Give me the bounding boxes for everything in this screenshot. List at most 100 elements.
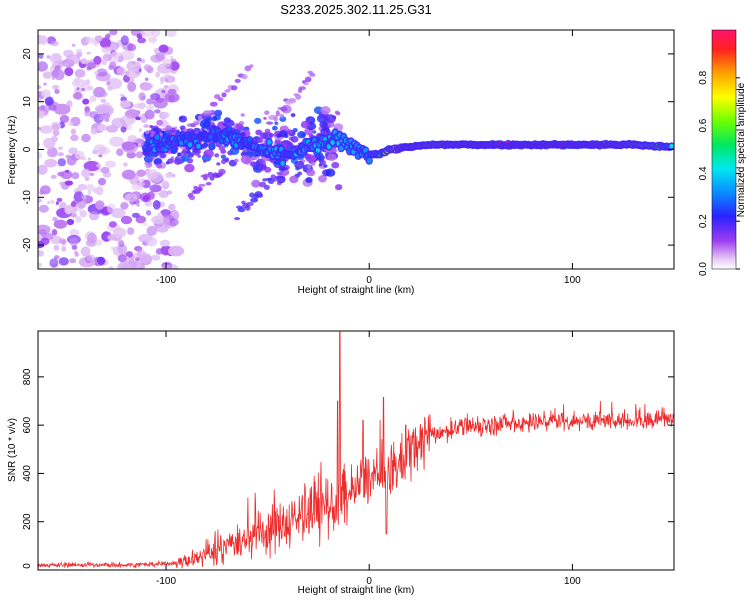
scatter-blob <box>240 113 245 117</box>
noise-blob <box>119 100 131 108</box>
noise-blob <box>127 62 132 66</box>
scatter-blob <box>236 129 242 134</box>
noise-blob <box>38 85 42 89</box>
streak-blob <box>189 195 196 201</box>
noise-blob <box>104 160 117 168</box>
noise-blob <box>65 154 71 159</box>
y-tick-label: 400 <box>22 465 33 482</box>
noise-blob <box>87 232 97 244</box>
noise-blob <box>84 110 92 117</box>
noise-blob <box>165 172 173 179</box>
streak-blob <box>280 106 288 112</box>
noise-blob <box>146 210 152 216</box>
noise-blob <box>158 190 169 199</box>
scatter-blob <box>335 111 341 116</box>
noise-blob <box>139 82 152 91</box>
scatter-blob <box>254 117 262 124</box>
noise-blob <box>106 33 111 38</box>
noise-blob <box>146 98 154 105</box>
scatter-blob <box>156 119 164 126</box>
scatter-blob <box>251 179 261 188</box>
y-tick-label: 10 <box>22 96 33 108</box>
noise-blob <box>124 193 138 203</box>
noise-blob <box>69 229 80 237</box>
noise-blob <box>68 147 78 155</box>
noise-blob <box>81 195 87 200</box>
noise-blob <box>117 254 127 262</box>
noise-blob <box>159 92 163 96</box>
y-tick-label: 20 <box>22 48 33 60</box>
scatter-blob <box>320 127 331 137</box>
x-tick-label: -100 <box>156 275 176 286</box>
noise-blob <box>151 215 165 225</box>
ridge-segment <box>280 160 285 166</box>
streak-blob <box>257 193 264 199</box>
noise-blob <box>144 77 149 82</box>
noise-blob <box>150 54 164 63</box>
noise-blob <box>148 36 157 43</box>
noise-blob <box>66 218 75 226</box>
scatter-blob <box>240 155 252 164</box>
scatter-blob <box>203 149 214 158</box>
noise-blob <box>131 61 136 65</box>
streak-blob <box>231 85 238 91</box>
noise-blob <box>49 53 62 64</box>
noise-blob <box>96 163 102 168</box>
noise-blob <box>44 96 54 107</box>
noise-blob <box>126 124 133 130</box>
figure-title: S233.2025.302.11.25.G31 <box>280 2 432 17</box>
noise-blob <box>118 240 125 248</box>
streak-blob <box>246 201 254 207</box>
snr-frame <box>37 330 675 571</box>
noise-blob <box>50 40 59 47</box>
scatter-blob <box>306 165 312 169</box>
noise-blob <box>70 128 77 135</box>
noise-blob <box>57 158 66 167</box>
noise-blob <box>38 53 44 59</box>
noise-blob <box>61 239 66 246</box>
scatter-blob <box>325 114 336 123</box>
snr-x-label: Height of straight line (km) <box>298 585 415 596</box>
noise-blob <box>75 216 82 223</box>
scatter-blob <box>258 163 267 171</box>
scatter-blob <box>202 159 207 163</box>
scatter-blob <box>263 116 267 120</box>
scatter-blob <box>144 130 150 135</box>
scatter-blob <box>335 184 343 191</box>
colorbar-label: Normalized spectral amplitude <box>736 82 747 217</box>
noise-blob <box>83 160 100 172</box>
snr-x-ticks: -100 0 100 <box>156 331 581 587</box>
scatter-blob <box>165 125 172 131</box>
streak-blob <box>266 121 274 125</box>
spectrogram-y-label: Frequency (Hz) <box>7 116 18 185</box>
noise-blob <box>38 98 42 102</box>
noise-blob <box>159 76 166 82</box>
scatter-blob <box>184 163 195 173</box>
noise-blob <box>170 55 174 60</box>
scatter-blob <box>289 175 299 184</box>
noise-blob <box>157 212 163 216</box>
noise-blob <box>111 117 126 128</box>
noise-blob <box>49 258 59 268</box>
streak-blob <box>218 168 226 175</box>
noise-blob <box>93 55 102 65</box>
scatter-blob <box>197 154 201 158</box>
noise-blob <box>97 177 107 186</box>
ridge-segment <box>196 143 201 149</box>
noise-blob <box>166 190 173 195</box>
noise-blob <box>116 148 124 156</box>
noise-blob <box>163 85 169 89</box>
noise-blob <box>38 127 42 131</box>
noise-blob <box>50 174 57 179</box>
scatter-blob <box>294 160 305 170</box>
noise-blob <box>71 172 80 180</box>
x-tick-label: 0 <box>366 576 372 587</box>
noise-blob <box>75 48 83 54</box>
noise-blob <box>59 114 70 123</box>
scatter-blob <box>327 153 337 161</box>
streak-blob <box>205 182 212 186</box>
y-tick-label: -10 <box>22 190 33 205</box>
noise-blob <box>58 257 69 266</box>
noise-blob <box>160 209 171 217</box>
noise-blob <box>68 121 74 127</box>
